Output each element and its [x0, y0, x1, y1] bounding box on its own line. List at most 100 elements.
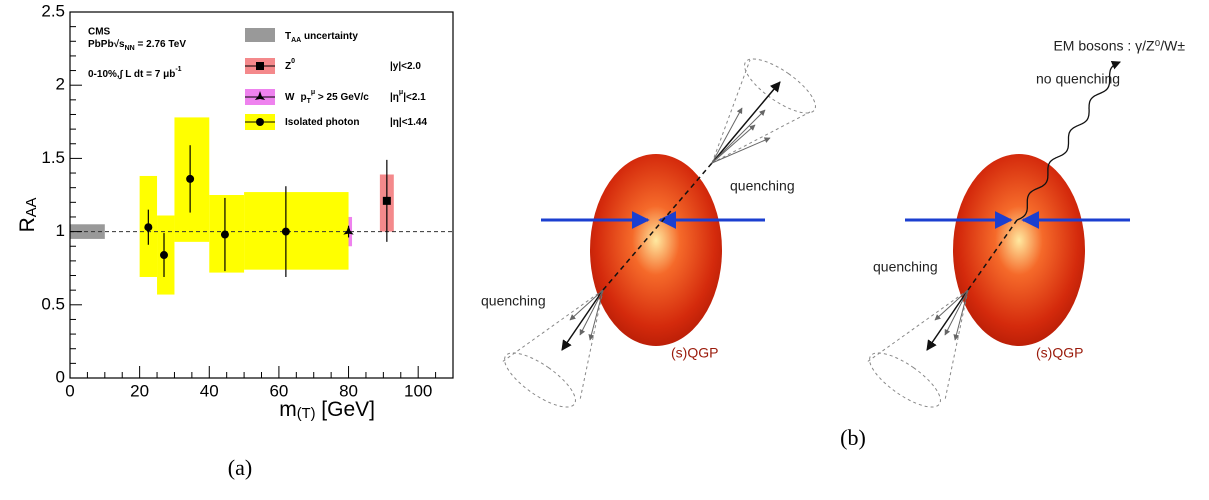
legend-label: TAA uncertainty	[285, 31, 358, 44]
annotation: PbPb√sNN = 2.76 TeV	[88, 39, 186, 52]
legend-label-part: > 25 GeV/c	[315, 92, 369, 103]
photon	[1016, 60, 1121, 221]
point	[186, 174, 195, 183]
y-tick-label: 0	[56, 367, 65, 386]
annotation-part: ∫	[119, 69, 124, 80]
arrow	[561, 289, 604, 351]
caption: (a)	[228, 455, 252, 480]
legend-label-part: W	[285, 92, 295, 103]
x-tick-label: 60	[269, 381, 288, 400]
arrow	[711, 107, 743, 164]
label: quenching	[730, 178, 795, 194]
point	[160, 251, 169, 260]
arrow	[953, 289, 969, 341]
legend-label-part: Z	[285, 61, 291, 72]
jet-axis	[602, 162, 713, 291]
diagram: EM bosons : γ/Z⁰/W± no quenching quenchi…	[481, 38, 1185, 408]
label: no quenching	[1036, 71, 1120, 87]
legend-label-part: μ	[311, 89, 315, 96]
label: (s)QGP	[671, 345, 718, 361]
point	[343, 225, 354, 235]
point	[220, 230, 229, 239]
point	[382, 196, 391, 205]
legend-label-part: 0	[291, 58, 295, 65]
legend-label: Z0	[285, 58, 295, 72]
x-axis-title-part: (T)	[297, 406, 316, 422]
legend-range: |η|<1.44	[390, 117, 427, 128]
legend-range-part: |η|<1.44	[390, 117, 427, 128]
legend-range: |y|<2.0	[390, 61, 421, 72]
y-tick-label: 2.5	[41, 1, 65, 20]
cone	[866, 289, 969, 401]
point	[281, 227, 290, 236]
legend-label-part: p	[300, 92, 306, 103]
label: quenching	[481, 293, 546, 309]
x-tick-label: 0	[65, 381, 74, 400]
medium	[590, 154, 722, 346]
arrow	[711, 109, 766, 164]
arrow	[569, 289, 604, 321]
medium	[953, 154, 1085, 346]
annotation: CMS	[88, 27, 111, 38]
arrow	[944, 289, 969, 336]
cone-base	[869, 352, 941, 408]
legend-label-part: AA	[291, 37, 301, 44]
x-tick-label: 80	[339, 381, 358, 400]
x-tick-label: 100	[404, 381, 432, 400]
arrow	[579, 289, 604, 336]
annotation-part: PbPb	[88, 39, 114, 50]
annotation-part: -1	[175, 66, 181, 73]
y-tick-label: 1	[56, 221, 65, 240]
y-tick-label: 0.5	[41, 294, 65, 313]
x-tick-label: 20	[130, 381, 149, 400]
y-tick-label: 2	[56, 75, 65, 94]
legend-swatch	[245, 28, 275, 42]
legend-label-part: Isolated photon	[285, 117, 359, 128]
legend-label-part: T	[307, 98, 312, 105]
annotation-part: √s	[114, 39, 125, 50]
annotation-part: L dt = 7 μb	[122, 69, 175, 80]
cone-base	[504, 352, 576, 408]
legend-range-part: |<2.1	[403, 92, 426, 103]
legend-range-part: μ	[399, 89, 403, 96]
x-tick-label: 40	[200, 381, 219, 400]
arrow	[711, 81, 781, 164]
annotation: 0-10%,∫ L dt = 7 μb-1	[88, 66, 182, 80]
y-axis-title: RAA	[16, 197, 40, 232]
cone-base	[744, 58, 816, 114]
label: (s)QGP	[1036, 345, 1083, 361]
arrow	[711, 124, 756, 164]
caption: (b)	[840, 425, 866, 450]
arrow	[934, 289, 969, 321]
annotation-part: NN	[125, 45, 135, 52]
annotation-part: = 2.76 TeV	[135, 39, 187, 50]
legend-range-part: |y|<2.0	[390, 61, 421, 72]
y-tick-label: 1.5	[41, 148, 65, 167]
legend-marker	[254, 91, 266, 100]
legend-marker	[256, 118, 264, 126]
legend-range: |ημ|<2.1	[390, 89, 426, 103]
label: quenching	[873, 259, 938, 275]
cone	[711, 59, 811, 164]
legend-label-part: T	[285, 31, 291, 42]
legend-label: Isolated photon	[285, 117, 359, 128]
legend-range-part: |η	[390, 92, 399, 103]
cone	[501, 289, 604, 401]
label: EM bosons : γ/Z⁰/W±	[1053, 38, 1185, 54]
x-axis-title: m(T) [GeV]	[279, 398, 375, 422]
legend-label-part: uncertainty	[301, 31, 358, 42]
y-axis-title-part: R	[16, 217, 39, 232]
annotation-part: 0-10%,	[88, 69, 120, 80]
x-axis-title-part: [GeV]	[315, 398, 375, 421]
syst-box	[244, 192, 349, 270]
arrow	[711, 137, 771, 164]
arrow	[926, 289, 969, 351]
legend-marker	[256, 62, 264, 70]
arrow	[588, 289, 604, 341]
point	[144, 223, 153, 232]
y-axis-title-part: AA	[24, 197, 40, 217]
x-axis-title-part: m	[279, 398, 297, 421]
